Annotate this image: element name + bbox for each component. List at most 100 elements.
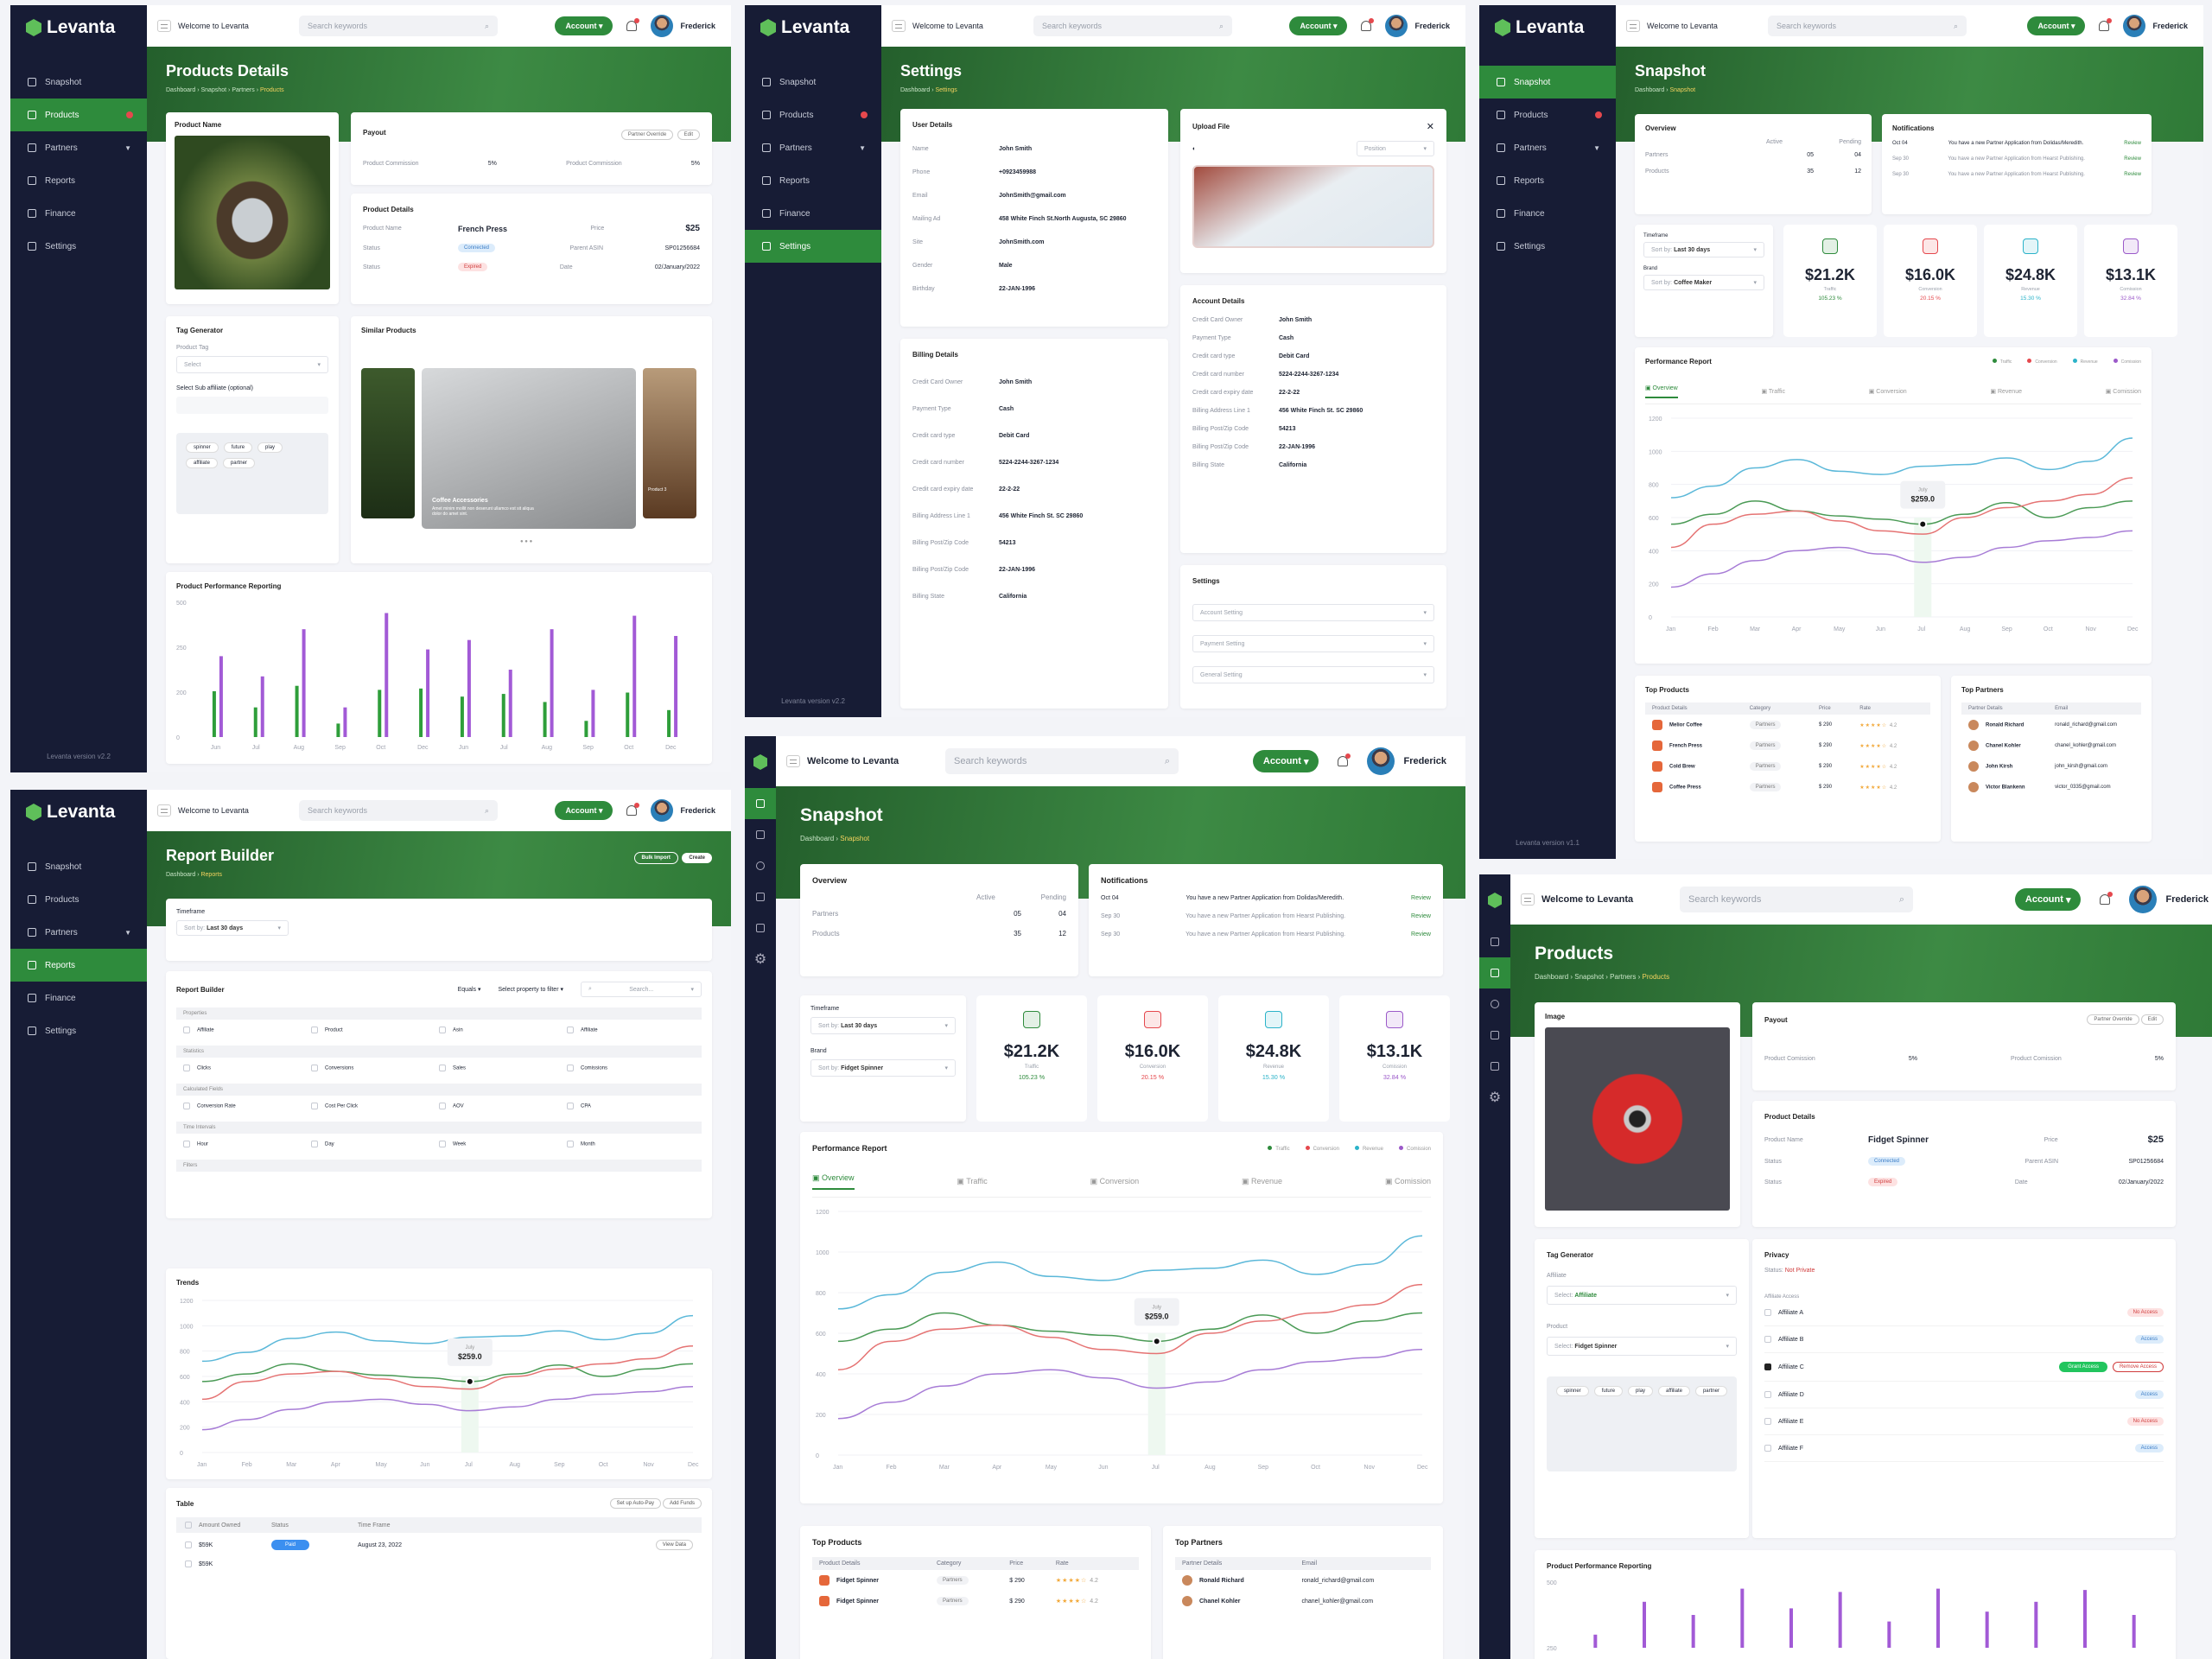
bar[interactable] [674,636,678,737]
table-row[interactable]: Fidget Spinner Partners $ 290 ★★★★☆ 4.2 [812,1570,1139,1591]
nav-products[interactable] [745,819,776,850]
checkbox[interactable] [183,1027,190,1033]
bar[interactable] [626,692,630,737]
bar[interactable] [1789,1608,1793,1648]
bar[interactable] [385,613,389,737]
bar[interactable] [550,629,554,737]
checkbox[interactable] [183,1141,190,1147]
bell-icon[interactable] [2099,18,2113,31]
add-funds-button[interactable]: Add Funds [662,1498,702,1509]
property-checkbox[interactable]: Week [439,1141,567,1147]
menu-icon[interactable] [1626,20,1640,32]
property-checkbox[interactable]: Comissions [567,1065,695,1071]
nav-settings[interactable]: Settings [1479,230,1616,263]
tab-overview[interactable]: ▣ Overview [1645,385,1678,398]
tab-traffic[interactable]: ▣ Traffic [1761,389,1785,395]
bar[interactable] [1691,1615,1695,1648]
brand-logo[interactable]: Levanta [745,5,881,50]
bar[interactable] [2132,1615,2136,1648]
menu-icon[interactable] [786,755,800,767]
bar[interactable] [508,670,512,737]
access-badge[interactable]: No Access [2126,1417,2164,1426]
property-checkbox[interactable]: Asin [439,1027,567,1033]
checkbox[interactable] [567,1027,574,1033]
equals-select[interactable]: Equals ▾ [457,987,481,993]
property-select[interactable]: Select property to filter ▾ [498,987,564,993]
affiliate-checkbox[interactable] [1764,1336,1771,1343]
row-checkbox[interactable] [185,1560,192,1567]
access-badge[interactable]: Access [2134,1444,2164,1452]
account-button[interactable]: Account ▾ [555,16,613,35]
bar[interactable] [336,723,340,737]
nav-snapshot[interactable]: Snapshot [745,66,881,99]
property-checkbox[interactable]: Hour [183,1141,311,1147]
edit-button[interactable]: Edit [2140,1014,2164,1025]
property-checkbox[interactable]: Affiliate [183,1027,311,1033]
tooltip-point[interactable] [1152,1337,1161,1346]
bar[interactable] [584,721,588,737]
affiliate-checkbox[interactable] [1764,1363,1771,1370]
brand-logo[interactable]: Levanta [10,790,147,835]
bar[interactable] [1643,1601,1646,1648]
bar[interactable] [1593,1634,1598,1648]
table-row[interactable]: Cold Brew Partners $ 290 ★★★★☆ 4.2 [1645,756,1930,777]
edit-button[interactable]: Edit [677,130,700,140]
checkbox[interactable] [311,1065,318,1071]
row-checkbox[interactable] [185,1541,192,1548]
bar[interactable] [302,629,306,737]
carousel-dots[interactable]: ● ● ● [520,539,533,544]
bar[interactable] [2034,1601,2038,1648]
bell-icon[interactable] [626,18,640,31]
checkbox[interactable] [567,1103,574,1109]
tab-overview[interactable]: ▣ Overview [812,1173,855,1190]
kpi-card[interactable]: $16.0K Conversion 20.15 % [1884,225,1977,337]
bar[interactable] [426,649,430,737]
nav-products[interactable] [1479,957,1510,988]
builder-search-input[interactable]: ⌕ Search... ▾ [581,982,702,997]
checkbox[interactable] [311,1141,318,1147]
nav-partners[interactable]: Partners ▼ [10,916,147,949]
kpi-card[interactable]: $21.2K Traffic 105.23 % [1783,225,1877,337]
nav-finance[interactable]: Finance [10,982,147,1014]
legend-item[interactable]: Traffic [1992,359,2012,365]
grant-access-button[interactable]: Grant Access [2059,1362,2107,1372]
table-row[interactable]: John Kirsh john_kirsh@gmail.com [1961,756,2141,777]
kpi-card[interactable]: $16.0K Conversion 20.15 % [1097,995,1208,1122]
table-row[interactable]: Coffee Press Partners $ 290 ★★★★☆ 4.2 [1645,777,1930,798]
bar[interactable] [667,709,671,737]
brand-select[interactable]: Sort by: Fidget Spinner ▾ [810,1059,956,1077]
view-data-button[interactable]: View Data [655,1540,693,1550]
nav-products[interactable]: Products [10,883,147,916]
similar-product-image[interactable] [361,368,415,518]
select-all-checkbox[interactable] [185,1522,192,1529]
sub-affiliate-input[interactable] [176,397,328,414]
account-button[interactable]: Account ▾ [1289,16,1348,35]
timeframe-select[interactable]: Sort by: Last 30 days ▾ [176,920,289,936]
nav-partners[interactable]: Partners ▼ [10,131,147,164]
access-badge[interactable]: Access [2134,1390,2164,1399]
property-checkbox[interactable]: Day [311,1141,439,1147]
nav-reports[interactable] [745,881,776,912]
bar[interactable] [419,688,423,737]
kpi-card[interactable]: $13.1K Comission 32.84 % [2084,225,2177,337]
property-checkbox[interactable]: Conversion Rate [183,1103,311,1109]
legend-item[interactable]: Conversion [1305,1145,1339,1152]
bar[interactable] [1985,1611,1989,1648]
tab-conversion[interactable]: ▣ Conversion [1868,389,1907,395]
menu-icon[interactable] [157,804,171,817]
checkbox[interactable] [439,1065,446,1071]
coffee-accessories-image[interactable]: Coffee Accessories Amet minim mollit non … [422,368,636,529]
general-setting-select[interactable]: General Setting ▾ [1192,666,1434,683]
bar[interactable] [460,696,464,737]
nav-partners[interactable]: Partners ▼ [745,131,881,164]
menu-icon[interactable] [157,20,171,32]
account-setting-select[interactable]: Account Setting ▾ [1192,604,1434,621]
tab-comission[interactable]: ▣ Comission [1384,1177,1431,1185]
product-select[interactable]: Select: Fidget Spinner ▾ [1547,1337,1737,1356]
bar[interactable] [2083,1590,2087,1648]
bar[interactable] [378,690,382,737]
property-checkbox[interactable]: Cost Per Click [311,1103,439,1109]
property-checkbox[interactable]: Sales [439,1065,567,1071]
access-badge[interactable]: No Access [2126,1308,2164,1317]
brand-select[interactable]: Sort by: Coffee Maker ▾ [1643,275,1764,290]
